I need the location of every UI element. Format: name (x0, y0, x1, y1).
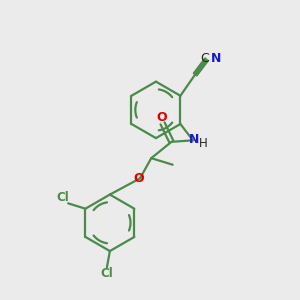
Text: N: N (189, 133, 199, 146)
Text: O: O (157, 111, 167, 124)
Text: N: N (211, 52, 221, 64)
Text: O: O (134, 172, 144, 185)
Text: H: H (199, 137, 208, 150)
Text: C: C (201, 52, 209, 65)
Text: Cl: Cl (100, 267, 113, 280)
Text: Cl: Cl (56, 191, 69, 204)
